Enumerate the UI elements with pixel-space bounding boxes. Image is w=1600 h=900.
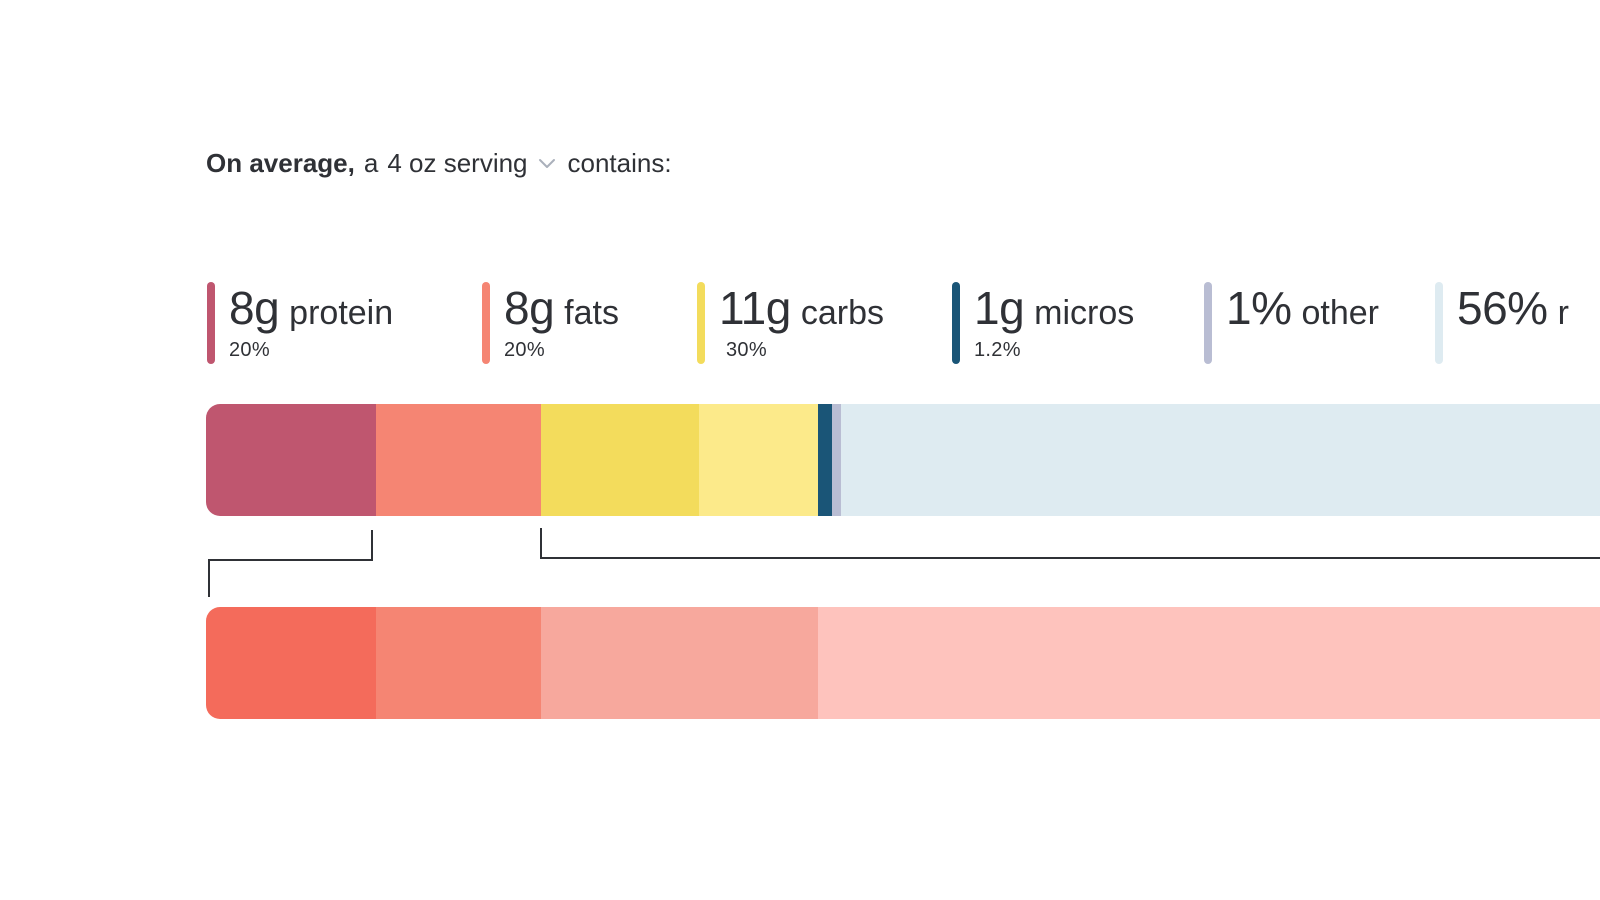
legend-swatch	[1204, 282, 1212, 364]
legend-percent: 20%	[229, 339, 270, 361]
legend-label: carbs	[800, 294, 884, 332]
legend-swatch	[1435, 282, 1443, 364]
bar-segment-other[interactable]	[832, 404, 841, 516]
bar-segment-rest[interactable]	[841, 404, 1600, 516]
connector-protein	[208, 530, 373, 597]
legend-label: micros	[1034, 294, 1135, 332]
headline-article: a	[363, 148, 379, 178]
legend-amount: 8g	[504, 282, 555, 334]
legend-percent: 30%	[726, 339, 767, 361]
legend-swatch	[697, 282, 705, 364]
legend-amount: 8g	[229, 282, 280, 334]
legend-label: fats	[564, 294, 619, 332]
serving-size-value: 4 oz serving	[387, 148, 528, 178]
connector-remainder	[540, 528, 1600, 559]
bar-segment-carbs-b[interactable]	[699, 404, 818, 516]
detail-segment-2[interactable]	[376, 607, 541, 719]
detail-bar	[206, 607, 1600, 719]
legend-amount: 11g	[719, 282, 791, 334]
headline-lead: On average,	[206, 148, 355, 178]
bar-segment-protein[interactable]	[206, 404, 376, 516]
legend-label: r	[1557, 294, 1569, 332]
legend-amount: 56%	[1457, 282, 1548, 334]
detail-segment-1[interactable]	[206, 607, 376, 719]
bar-segment-micros[interactable]	[818, 404, 832, 516]
headline: On average, a 4 oz serving contains:	[206, 146, 672, 180]
legend-swatch	[482, 282, 490, 364]
legend-label: other	[1301, 294, 1379, 332]
bar-segment-fats[interactable]	[376, 404, 541, 516]
serving-size-dropdown[interactable]: 4 oz serving	[387, 146, 567, 180]
legend-label: protein	[289, 294, 394, 332]
detail-segment-4[interactable]	[818, 607, 1600, 719]
legend-percent: 20%	[504, 339, 545, 361]
headline-trailing: contains:	[567, 148, 672, 178]
legend-swatch	[952, 282, 960, 364]
chevron-down-icon	[536, 152, 558, 174]
bar-segment-carbs-a[interactable]	[541, 404, 699, 516]
legend-amount: 1%	[1226, 282, 1292, 334]
legend-swatch	[207, 282, 215, 364]
legend-percent: 1.2%	[974, 339, 1021, 361]
composition-bar	[206, 404, 1600, 516]
detail-segment-3[interactable]	[541, 607, 818, 719]
legend-amount: 1g	[974, 282, 1025, 334]
